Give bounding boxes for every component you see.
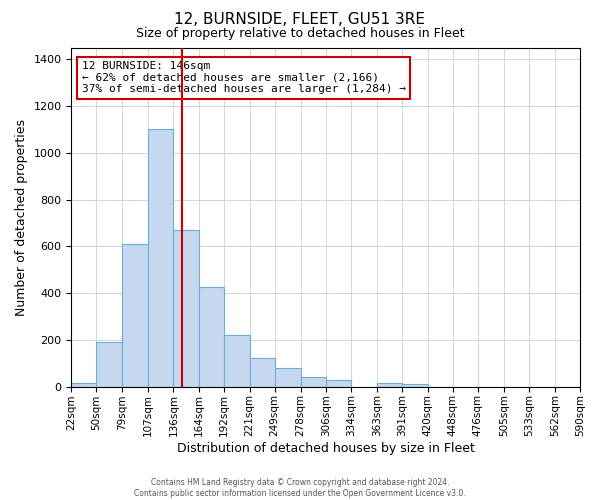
- Bar: [71, 383, 97, 386]
- Bar: [173, 230, 199, 386]
- Bar: [326, 380, 351, 386]
- Bar: [301, 378, 326, 386]
- Bar: [224, 335, 250, 386]
- Text: 12, BURNSIDE, FLEET, GU51 3RE: 12, BURNSIDE, FLEET, GU51 3RE: [175, 12, 425, 28]
- Bar: [148, 128, 173, 386]
- Bar: [250, 358, 275, 386]
- Bar: [402, 384, 428, 386]
- Bar: [199, 288, 224, 386]
- X-axis label: Distribution of detached houses by size in Fleet: Distribution of detached houses by size …: [177, 442, 475, 455]
- Bar: [377, 383, 402, 386]
- Y-axis label: Number of detached properties: Number of detached properties: [15, 118, 28, 316]
- Text: Contains HM Land Registry data © Crown copyright and database right 2024.
Contai: Contains HM Land Registry data © Crown c…: [134, 478, 466, 498]
- Bar: [122, 244, 148, 386]
- Bar: [275, 368, 301, 386]
- Text: Size of property relative to detached houses in Fleet: Size of property relative to detached ho…: [136, 28, 464, 40]
- Text: 12 BURNSIDE: 146sqm
← 62% of detached houses are smaller (2,166)
37% of semi-det: 12 BURNSIDE: 146sqm ← 62% of detached ho…: [82, 61, 406, 94]
- Bar: [97, 342, 122, 386]
